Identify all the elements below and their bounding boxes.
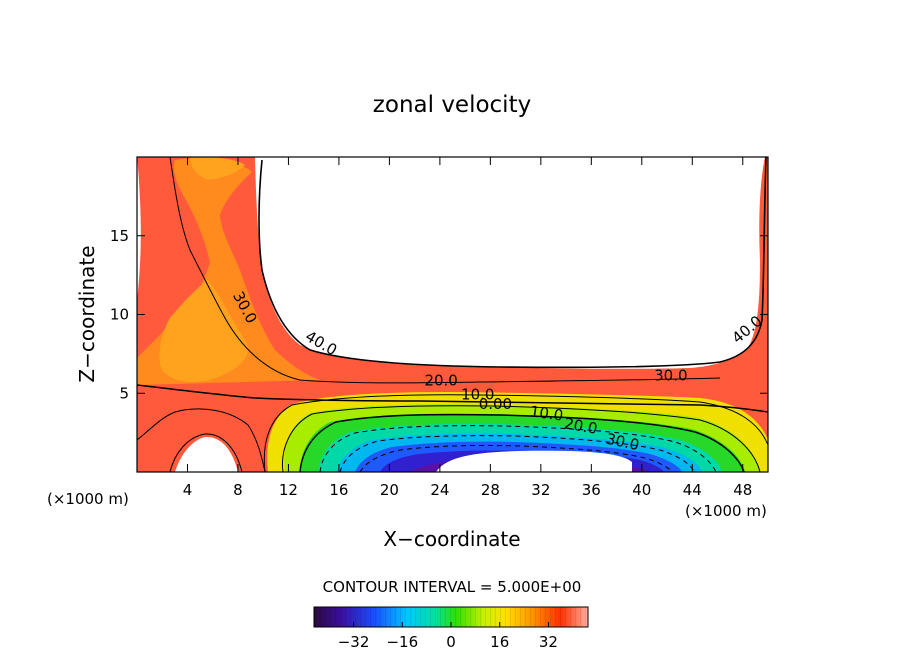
contour-interval-text: CONTOUR INTERVAL = 5.000E+00 bbox=[323, 578, 582, 596]
x-tick-label: 32 bbox=[531, 481, 550, 499]
chart-title: zonal velocity bbox=[373, 92, 531, 118]
contour-label: 0.00 bbox=[479, 395, 512, 413]
x-tick-label: 44 bbox=[683, 481, 702, 499]
bottom-center-white-gap bbox=[436, 450, 632, 472]
x-unit-right: (×1000 m) bbox=[685, 502, 767, 520]
x-tick-label: 20 bbox=[380, 481, 399, 499]
y-tick-label: 5 bbox=[119, 384, 129, 402]
upper-white-region bbox=[255, 157, 765, 369]
contour-label: 20.0 bbox=[563, 414, 599, 438]
contour-line-lower-red bbox=[137, 384, 768, 413]
colorbar-tick-label: 16 bbox=[490, 633, 509, 651]
bottom-left-white-gap bbox=[175, 436, 238, 472]
plot-fill bbox=[137, 157, 768, 472]
colorbar-stripes bbox=[314, 607, 588, 627]
contour-line-neg10 bbox=[319, 425, 717, 472]
contour-label: 10.0 bbox=[461, 386, 494, 404]
colorbar-tick-label: −32 bbox=[338, 633, 370, 651]
y-axis-label: Z−coordinate bbox=[75, 245, 99, 382]
y-tick-label: 10 bbox=[110, 306, 129, 324]
x-axis-ticks: 4 8 12 16 20 24 28 32 36 40 44 48 bbox=[183, 157, 752, 499]
contour-line-left-gap bbox=[169, 433, 243, 472]
y-tick-label: 15 bbox=[110, 227, 129, 245]
colorbar-ticks: −32 −16 0 16 32 bbox=[338, 622, 558, 651]
x-unit-left: (×1000 m) bbox=[47, 490, 129, 508]
left-white-strip bbox=[137, 157, 141, 300]
contour-line-neg30 bbox=[359, 444, 673, 472]
x-tick-label: 36 bbox=[582, 481, 601, 499]
x-tick-label: 24 bbox=[430, 481, 449, 499]
x-tick-label: 16 bbox=[329, 481, 348, 499]
x-tick-label: 40 bbox=[632, 481, 651, 499]
colorbar-tick-label: −16 bbox=[386, 633, 418, 651]
contour-label: 10.0 bbox=[529, 402, 565, 424]
top-orange-core bbox=[190, 157, 245, 180]
colorbar-tick-label: 0 bbox=[446, 633, 456, 651]
colorbar-tick-label: 32 bbox=[539, 633, 558, 651]
contour-label: 30.0 bbox=[654, 367, 687, 385]
left-mid-orange-core bbox=[159, 280, 249, 382]
contour-line-20 bbox=[263, 394, 768, 472]
x-tick-label: 4 bbox=[183, 481, 193, 499]
x-tick-label: 48 bbox=[733, 481, 752, 499]
x-tick-label: 28 bbox=[481, 481, 500, 499]
contour-line-left-inner bbox=[137, 408, 266, 472]
contour-label: 20.0 bbox=[424, 371, 457, 389]
x-axis-label: X−coordinate bbox=[383, 527, 520, 551]
contour-line-upper-boundary bbox=[258, 157, 767, 369]
colorbar: −32 −16 0 16 32 bbox=[313, 606, 589, 651]
y-axis-ticks: 5 10 15 bbox=[110, 227, 768, 402]
x-tick-label: 8 bbox=[233, 481, 243, 499]
contour-line-10 bbox=[281, 405, 761, 472]
x-tick-label: 12 bbox=[279, 481, 298, 499]
contour-line-zero bbox=[299, 413, 745, 472]
contour-line-30-left bbox=[169, 157, 721, 384]
